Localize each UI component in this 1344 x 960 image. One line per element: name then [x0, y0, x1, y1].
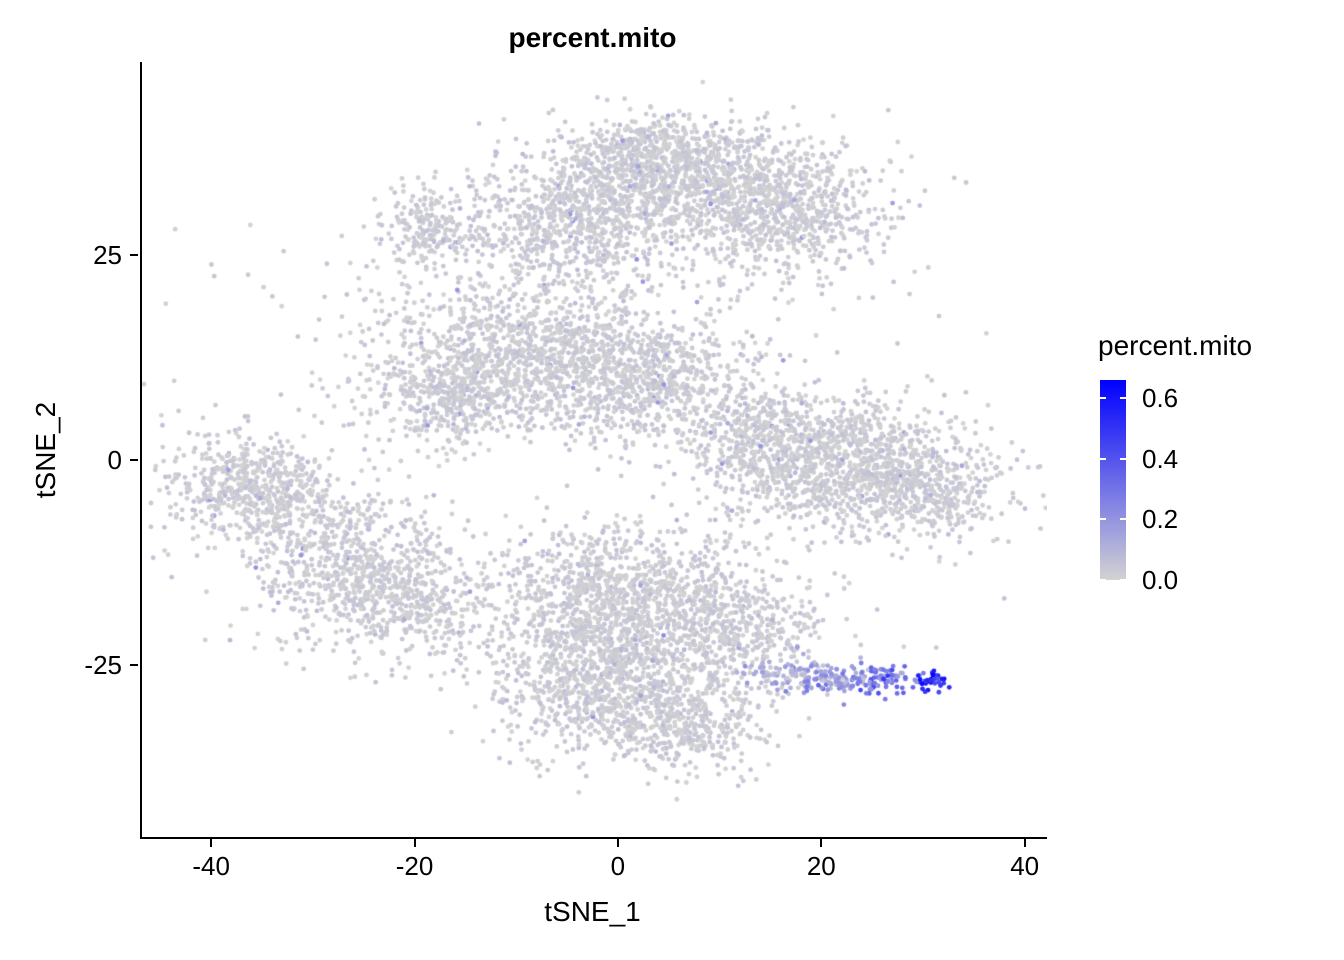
legend-tick-label: 0.6	[1142, 383, 1179, 414]
scatter-canvas	[142, 62, 1047, 837]
legend-tick-label: 0.4	[1142, 443, 1179, 474]
y-tick-mark	[130, 253, 138, 256]
colorbar-tick-mark	[1120, 397, 1126, 400]
colorbar-tick-mark	[1120, 579, 1126, 581]
x-tick-label: 20	[806, 851, 836, 881]
y-tick-label: 25	[93, 239, 122, 270]
x-tick-label: -40	[192, 851, 230, 881]
x-tick-mark	[413, 839, 416, 847]
legend-tick-label: 0.2	[1142, 504, 1179, 535]
y-tick-mark	[130, 458, 138, 461]
colorbar-tick-mark	[1120, 518, 1126, 521]
x-tick-mark	[616, 839, 619, 847]
colorbar-tick-mark	[1100, 397, 1106, 400]
x-tick-mark	[820, 839, 823, 847]
y-tick-mark	[130, 663, 138, 666]
legend-tick-label: 0.0	[1142, 565, 1179, 595]
plot-title: percent.mito	[508, 22, 677, 53]
colorbar-tick-mark	[1100, 518, 1106, 521]
y-tick-label: -25	[84, 649, 122, 680]
x-tick-label: 0	[610, 851, 626, 881]
x-tick-label: -20	[395, 851, 434, 881]
legend-colorbar	[1100, 380, 1126, 580]
x-axis-label: tSNE_1	[544, 896, 641, 927]
colorbar-tick-mark	[1100, 579, 1106, 581]
colorbar-tick-mark	[1120, 457, 1126, 460]
colorbar-tick-mark	[1100, 457, 1106, 460]
y-tick-label: 0	[107, 444, 122, 475]
x-tick-label: 40	[1010, 851, 1040, 881]
plot-panel	[140, 62, 1047, 839]
x-tick-mark	[1023, 839, 1026, 847]
legend-title: percent.mito	[1098, 330, 1253, 361]
x-tick-mark	[210, 839, 213, 847]
